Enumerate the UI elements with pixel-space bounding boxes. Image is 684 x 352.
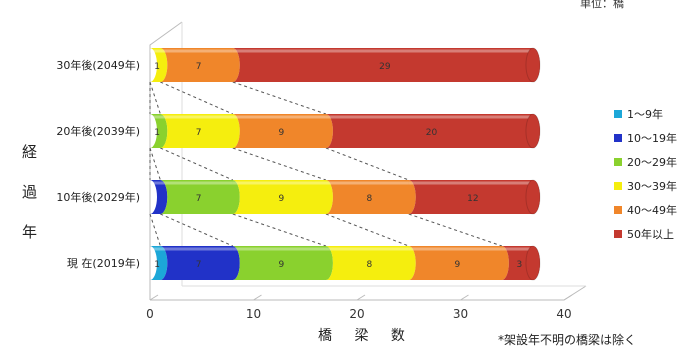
bar-segment	[408, 180, 540, 214]
bar-segment	[232, 180, 333, 214]
bar-value-label: 1	[154, 128, 160, 138]
bar-value-label: 9	[454, 260, 460, 270]
bar-segment	[160, 114, 240, 148]
bar-segment	[232, 246, 333, 280]
bar-segment	[325, 180, 416, 214]
category-label: 10年後(2029年)	[56, 190, 140, 204]
bar-value-label: 3	[517, 260, 523, 270]
category-label: 現 在(2019年)	[67, 256, 140, 270]
connector-line	[149, 81, 161, 115]
bar-segment	[150, 246, 168, 280]
footnote: *架設年不明の橋梁は除く	[498, 333, 637, 347]
floor-edge	[150, 285, 587, 301]
x-tick	[253, 294, 262, 301]
category-label: 30年後(2049年)	[56, 58, 140, 72]
connector-line	[408, 213, 503, 247]
connector-line	[160, 147, 234, 181]
bar-value-label: 12	[467, 194, 478, 204]
connector-line	[160, 81, 234, 115]
bar-segment	[325, 114, 540, 148]
connector-line	[232, 147, 327, 181]
connector-line	[149, 147, 161, 181]
x-tick	[563, 294, 573, 301]
x-tick	[460, 294, 469, 301]
legend-label: 40〜49年	[627, 204, 677, 217]
legend-item: 50年以上	[614, 226, 684, 242]
bar-segment	[232, 114, 333, 148]
bar-segment	[160, 48, 240, 82]
bar-value-label: 9	[279, 260, 285, 270]
bar-end-cap	[525, 245, 541, 281]
bar-segment	[150, 114, 168, 148]
legend-label: 30〜39年	[627, 180, 677, 193]
legend-swatch	[614, 182, 622, 190]
bar-value-label: 9	[279, 128, 285, 138]
category-labels: 30年後(2049年) 20年後(2039年) 10年後(2029年) 現 在(201…	[56, 58, 140, 270]
legend-label: 1〜9年	[627, 108, 663, 121]
bar-segment	[408, 246, 509, 280]
bar-value-label: 20	[426, 128, 438, 138]
legend-item: 20〜29年	[614, 154, 684, 170]
connector-line	[325, 213, 409, 247]
connector-line	[160, 213, 234, 247]
legend-swatch	[614, 110, 622, 118]
connector-line	[325, 147, 409, 181]
x-tick-label: 40	[556, 307, 571, 321]
x-tick-label: 30	[453, 307, 468, 321]
bar-segment	[150, 180, 168, 214]
x-tick-label: 10	[246, 307, 261, 321]
bar-segment	[160, 246, 240, 280]
connector-line	[149, 213, 161, 247]
legend-item: 30〜39年	[614, 178, 684, 194]
connector-line	[232, 81, 327, 115]
axes	[149, 294, 573, 301]
bar-value-label: 7	[196, 128, 202, 138]
bar-value-label: 1	[154, 62, 160, 72]
legend-label: 50年以上	[627, 228, 674, 241]
x-tick	[356, 294, 366, 301]
bar-value-label: 7	[196, 194, 202, 204]
bar-value-label: 7	[196, 62, 202, 72]
legend-label: 20〜29年	[627, 156, 677, 169]
bar-segment	[150, 48, 168, 82]
unit-label: 単位：橋	[580, 0, 624, 10]
legend-label: 10〜19年	[627, 132, 677, 145]
bar-value-label: 8	[366, 260, 372, 270]
bar-value-label: 8	[366, 194, 372, 204]
bars	[150, 47, 541, 281]
category-label: 20年後(2039年)	[56, 124, 140, 138]
x-tick-label: 0	[146, 307, 154, 321]
bar-end-cap	[525, 113, 541, 149]
bar-segment	[325, 246, 416, 280]
legend-swatch	[614, 206, 622, 214]
y-axis-label-char: 経	[22, 143, 38, 161]
connector-line	[232, 213, 327, 247]
x-tick-label: 20	[349, 307, 364, 321]
bar-end-cap	[525, 47, 541, 83]
y-axis-label-char: 過	[22, 183, 38, 201]
bar-value-label: 9	[279, 194, 285, 204]
legend-item: 40〜49年	[614, 202, 684, 218]
y-axis-label-char: 年	[22, 223, 38, 241]
bar-end-cap	[525, 179, 541, 215]
legend-swatch	[614, 230, 622, 238]
connector-lines	[149, 81, 503, 247]
bar-value-label: 29	[379, 62, 391, 72]
legend-item: 1〜9年	[614, 106, 684, 122]
bar-segment	[160, 180, 240, 214]
legend-item: 10〜19年	[614, 130, 684, 146]
x-axis-label: 橋 梁 数	[318, 328, 414, 344]
bar-value-label: 7	[196, 260, 202, 270]
bar-segment	[232, 48, 540, 82]
bar-value-label: 1	[154, 260, 160, 270]
bar-value-labels: 1 7 29 1 7 9 20 7 9 8 12 1 7 9 8 9 3	[154, 62, 522, 270]
x-tick	[149, 294, 159, 301]
legend-swatch	[614, 134, 622, 142]
x-tick-labels: 0 10 20 30 40	[146, 307, 571, 321]
legend-swatch	[614, 158, 622, 166]
